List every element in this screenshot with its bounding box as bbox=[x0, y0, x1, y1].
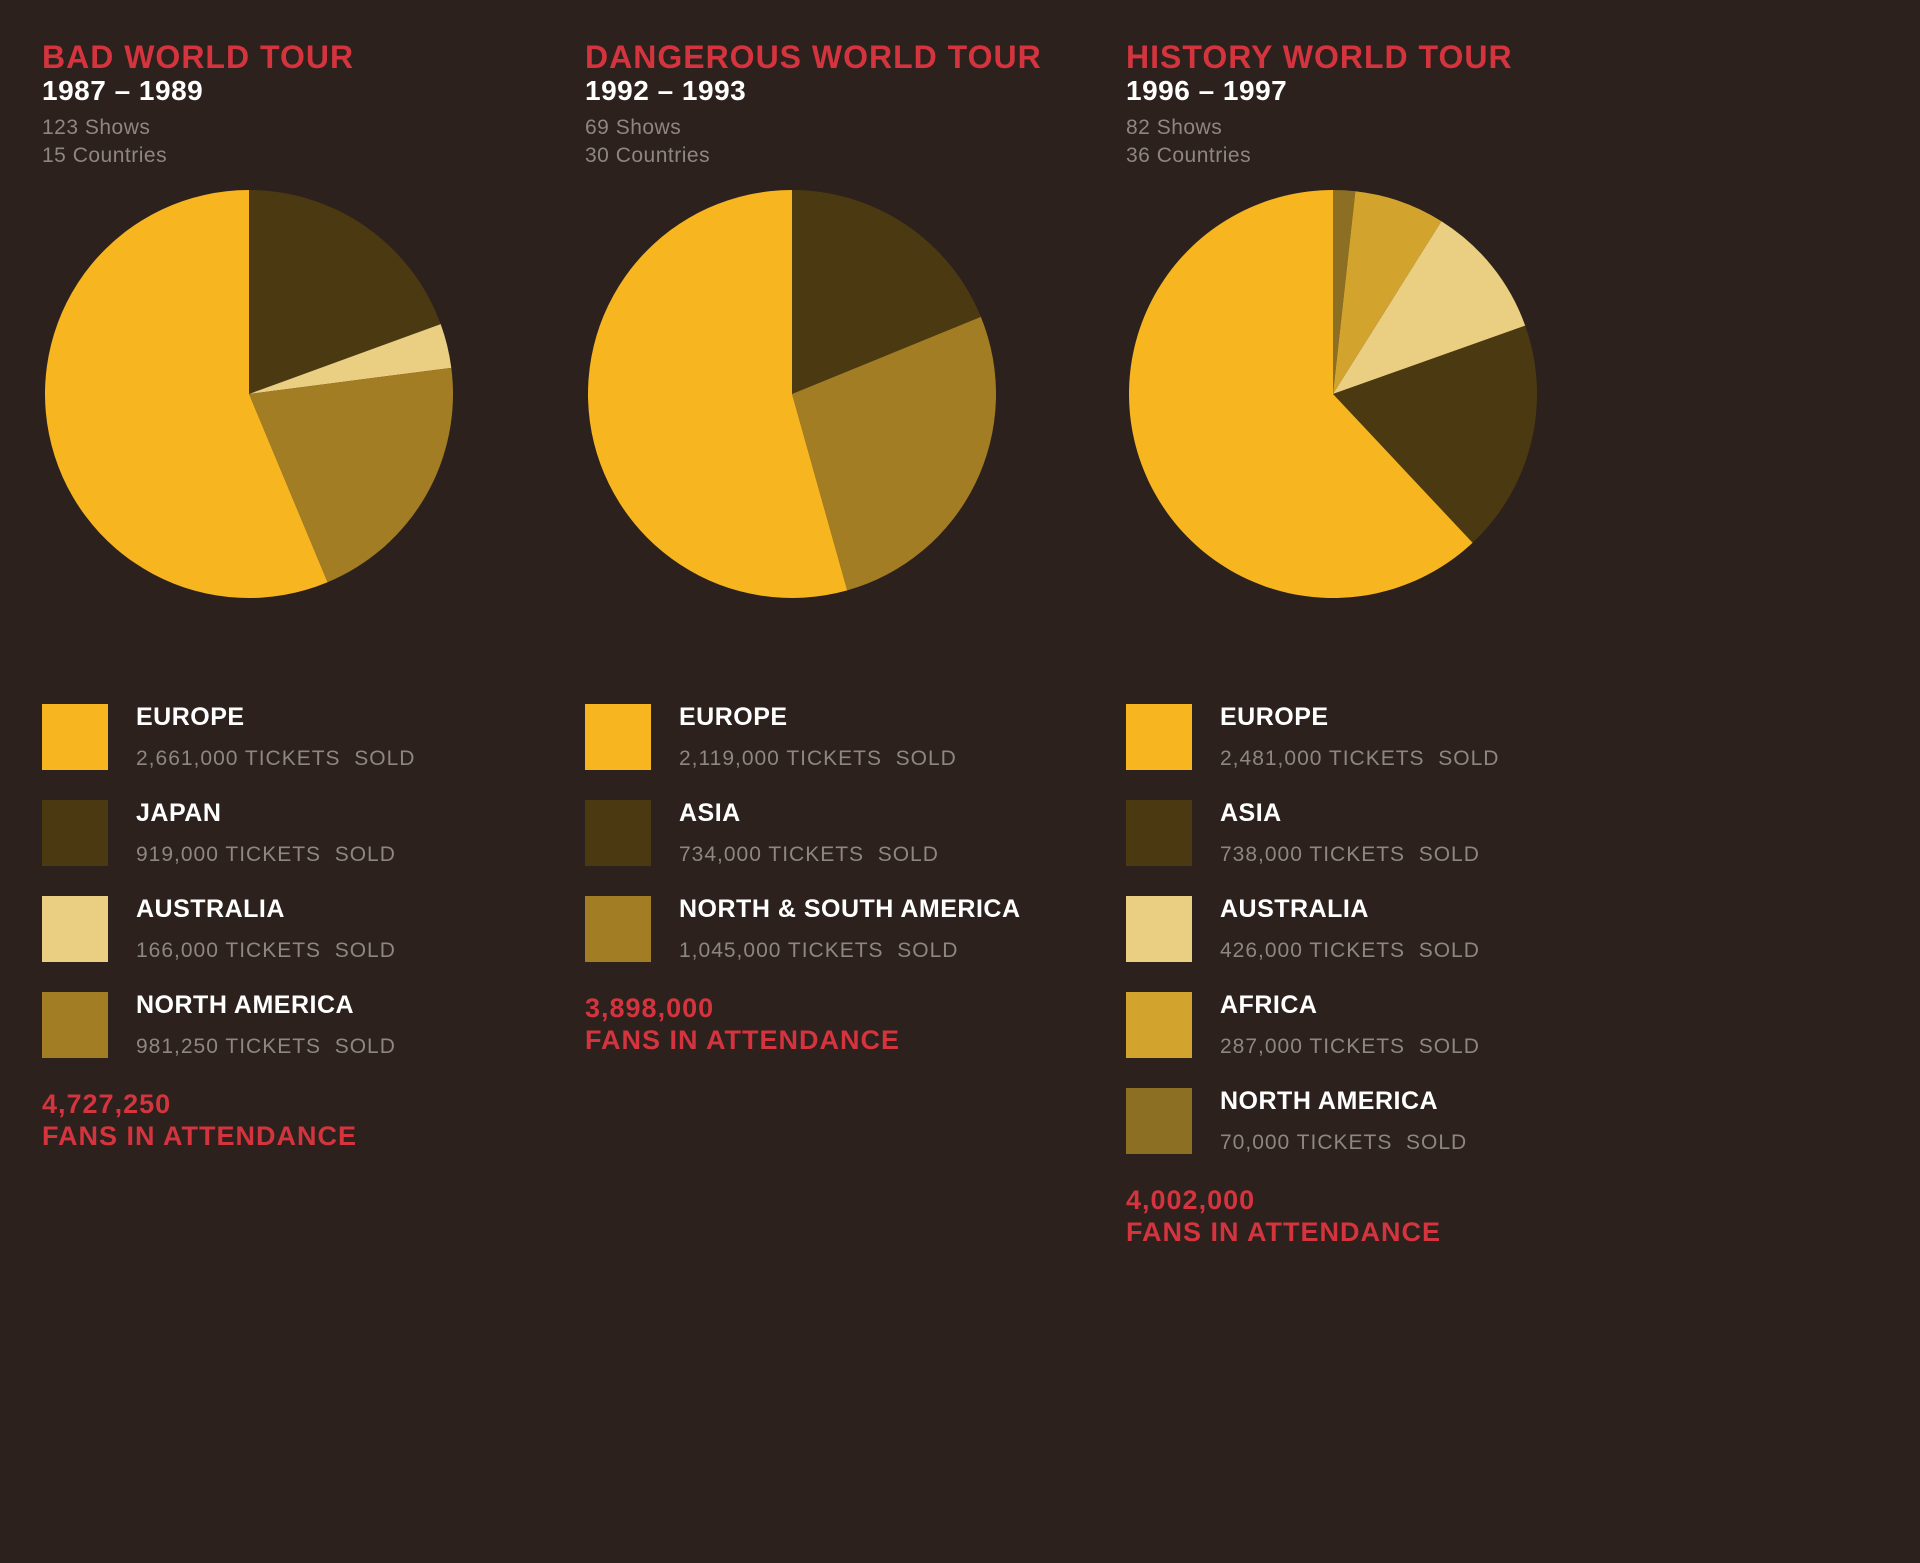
tour-column-dangerous: DANGEROUS WORLD TOUR 1992 – 1993 69 Show… bbox=[585, 40, 1126, 1563]
legend-item: EUROPE 2,481,000 TICKETS SOLD bbox=[1126, 704, 1686, 770]
total-attendance-label: FANS IN ATTENDANCE bbox=[585, 1025, 900, 1055]
legend-swatch-asia bbox=[585, 800, 651, 866]
tour-shows: 82 Shows bbox=[1126, 116, 1223, 139]
pie-slice-north-america bbox=[249, 367, 453, 583]
pie-slice-north-south-america bbox=[792, 316, 996, 591]
legend-item: JAPAN 919,000 TICKETS SOLD bbox=[42, 800, 585, 866]
total-attendance: 3,898,000 FANS IN ATTENDANCE bbox=[585, 992, 1126, 1056]
total-attendance-number: 4,727,250 bbox=[42, 1089, 172, 1119]
tour-countries: 30 Countries bbox=[585, 144, 711, 167]
legend-tickets: 2,661,000 TICKETS SOLD bbox=[136, 747, 416, 770]
legend-swatch-japan bbox=[42, 800, 108, 866]
legend-tickets: 981,250 TICKETS SOLD bbox=[136, 1035, 396, 1058]
legend-item: AUSTRALIA 426,000 TICKETS SOLD bbox=[1126, 896, 1686, 962]
tour-shows: 123 Shows bbox=[42, 116, 151, 139]
legend-label: NORTH AMERICA bbox=[1220, 1087, 1439, 1115]
legend-swatch-europe bbox=[585, 704, 651, 770]
legend-swatch-europe bbox=[42, 704, 108, 770]
legend-item: ASIA 734,000 TICKETS SOLD bbox=[585, 800, 1126, 866]
legend-tickets: 738,000 TICKETS SOLD bbox=[1220, 843, 1480, 866]
tour-title: HISTORY WORLD TOUR bbox=[1126, 39, 1513, 75]
pie-slice-north-america bbox=[1333, 190, 1356, 394]
pie-slice-asia bbox=[792, 190, 981, 394]
total-attendance: 4,002,000 FANS IN ATTENDANCE bbox=[1126, 1184, 1686, 1248]
total-attendance-label: FANS IN ATTENDANCE bbox=[1126, 1217, 1441, 1247]
legend-label: ASIA bbox=[679, 799, 741, 827]
legend-swatch-australia bbox=[1126, 896, 1192, 962]
tour-countries: 36 Countries bbox=[1126, 144, 1252, 167]
legend-tickets: 1,045,000 TICKETS SOLD bbox=[679, 939, 959, 962]
tour-shows: 69 Shows bbox=[585, 116, 682, 139]
legend-label: EUROPE bbox=[136, 703, 245, 731]
legend-item: NORTH AMERICA 70,000 TICKETS SOLD bbox=[1126, 1088, 1686, 1154]
legend-swatch-north-south-america bbox=[585, 896, 651, 962]
legend-swatch-africa bbox=[1126, 992, 1192, 1058]
legend-label: AFRICA bbox=[1220, 991, 1318, 1019]
pie-slice-europe bbox=[1129, 190, 1473, 598]
pie-slice-europe bbox=[588, 190, 848, 598]
pie-slice-japan bbox=[249, 190, 441, 394]
legend-item: EUROPE 2,119,000 TICKETS SOLD bbox=[585, 704, 1126, 770]
legend-swatch-north-america bbox=[1126, 1088, 1192, 1154]
legend-label: NORTH AMERICA bbox=[136, 991, 355, 1019]
total-attendance-label: FANS IN ATTENDANCE bbox=[42, 1121, 357, 1151]
legend-tickets: 2,481,000 TICKETS SOLD bbox=[1220, 747, 1500, 770]
pie-slice-europe bbox=[45, 190, 328, 598]
pie-chart-bad-world-tour bbox=[45, 190, 453, 598]
legend: EUROPE 2,119,000 TICKETS SOLD ASIA 734,0… bbox=[585, 704, 1126, 962]
pie-slice-australia bbox=[1333, 221, 1526, 394]
tour-column-bad: BAD WORLD TOUR 1987 – 1989 123 Shows 15 … bbox=[42, 40, 585, 1563]
legend-item: AUSTRALIA 166,000 TICKETS SOLD bbox=[42, 896, 585, 962]
legend-swatch-europe bbox=[1126, 704, 1192, 770]
legend-tickets: 287,000 TICKETS SOLD bbox=[1220, 1035, 1480, 1058]
legend-label: EUROPE bbox=[1220, 703, 1329, 731]
legend-swatch-asia bbox=[1126, 800, 1192, 866]
legend-tickets: 734,000 TICKETS SOLD bbox=[679, 843, 939, 866]
tour-column-history: HISTORY WORLD TOUR 1996 – 1997 82 Shows … bbox=[1126, 40, 1686, 1563]
legend-tickets: 2,119,000 TICKETS SOLD bbox=[679, 747, 957, 770]
legend-item: NORTH & SOUTH AMERICA 1,045,000 TICKETS … bbox=[585, 896, 1126, 962]
legend-item: NORTH AMERICA 981,250 TICKETS SOLD bbox=[42, 992, 585, 1058]
legend-item: EUROPE 2,661,000 TICKETS SOLD bbox=[42, 704, 585, 770]
tour-years: 1987 – 1989 bbox=[42, 75, 204, 106]
legend-tickets: 426,000 TICKETS SOLD bbox=[1220, 939, 1480, 962]
legend-tickets: 70,000 TICKETS SOLD bbox=[1220, 1131, 1468, 1154]
total-attendance-number: 4,002,000 bbox=[1126, 1185, 1256, 1215]
pie-chart-dangerous-world-tour bbox=[588, 190, 996, 598]
legend-label: EUROPE bbox=[679, 703, 788, 731]
tour-years: 1996 – 1997 bbox=[1126, 75, 1288, 106]
legend: EUROPE 2,481,000 TICKETS SOLD ASIA 738,0… bbox=[1126, 704, 1686, 1154]
legend-swatch-australia bbox=[42, 896, 108, 962]
legend-label: NORTH & SOUTH AMERICA bbox=[679, 895, 1021, 923]
legend: EUROPE 2,661,000 TICKETS SOLD JAPAN 919,… bbox=[42, 704, 585, 1058]
pie-slice-africa bbox=[1333, 191, 1442, 394]
legend-item: ASIA 738,000 TICKETS SOLD bbox=[1126, 800, 1686, 866]
legend-label: ASIA bbox=[1220, 799, 1282, 827]
legend-tickets: 919,000 TICKETS SOLD bbox=[136, 843, 396, 866]
pie-slice-australia bbox=[249, 324, 452, 394]
pie-slice-asia bbox=[1333, 325, 1537, 543]
tour-title: BAD WORLD TOUR bbox=[42, 39, 355, 75]
pie-chart-history-world-tour bbox=[1129, 190, 1537, 598]
legend-swatch-north-america bbox=[42, 992, 108, 1058]
legend-item: AFRICA 287,000 TICKETS SOLD bbox=[1126, 992, 1686, 1058]
total-attendance: 4,727,250 FANS IN ATTENDANCE bbox=[42, 1088, 585, 1152]
tour-countries: 15 Countries bbox=[42, 144, 168, 167]
total-attendance-number: 3,898,000 bbox=[585, 993, 715, 1023]
tour-title: DANGEROUS WORLD TOUR bbox=[585, 39, 1042, 75]
legend-label: AUSTRALIA bbox=[1220, 895, 1369, 923]
legend-tickets: 166,000 TICKETS SOLD bbox=[136, 939, 396, 962]
legend-label: AUSTRALIA bbox=[136, 895, 285, 923]
tour-years: 1992 – 1993 bbox=[585, 75, 747, 106]
legend-label: JAPAN bbox=[136, 799, 222, 827]
